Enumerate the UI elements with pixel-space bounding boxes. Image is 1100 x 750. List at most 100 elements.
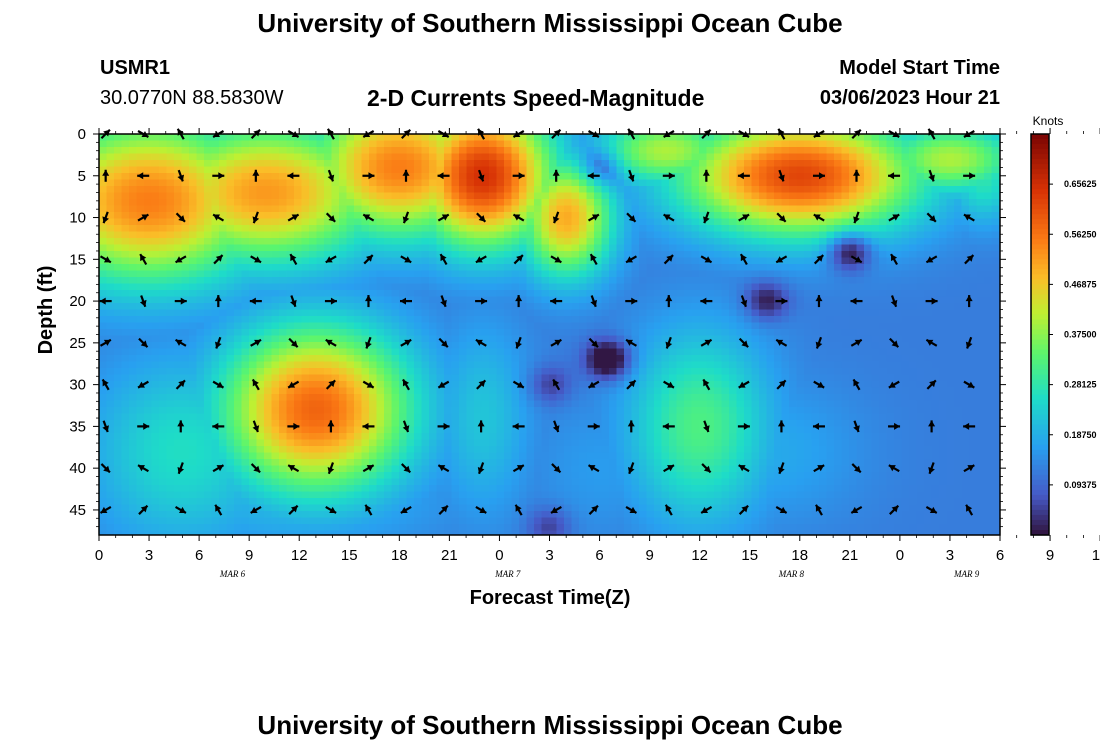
heat-cell (819, 153, 828, 161)
heat-cell (639, 329, 648, 337)
heat-cell (811, 244, 820, 252)
heat-cell (766, 394, 775, 402)
heat-cell (481, 316, 490, 324)
heat-cell (886, 283, 895, 291)
heat-cell (849, 329, 858, 337)
heat-cell (376, 238, 385, 246)
heat-cell (721, 329, 730, 337)
heat-cell (136, 231, 145, 239)
heat-cell (526, 342, 535, 350)
heat-cell (106, 394, 115, 402)
heat-cell (204, 361, 213, 369)
heat-cell (459, 231, 468, 239)
heat-cell (736, 270, 745, 278)
heat-cell (241, 251, 250, 259)
heat-cell (241, 283, 250, 291)
heat-cell (766, 290, 775, 298)
heat-cell (384, 147, 393, 155)
heat-cell (789, 303, 798, 311)
heat-cell (234, 134, 243, 142)
heat-cell (226, 387, 235, 395)
heat-cell (211, 394, 220, 402)
heat-cell (556, 134, 565, 142)
heat-cell (249, 264, 258, 272)
heat-cell (106, 192, 115, 200)
heat-cell (151, 277, 160, 285)
heat-cell (729, 231, 738, 239)
heat-cell (676, 394, 685, 402)
heat-cell (316, 173, 325, 181)
heat-cell (466, 335, 475, 343)
heat-cell (324, 361, 333, 369)
heat-cell (721, 147, 730, 155)
heat-cell (241, 316, 250, 324)
heat-cell (451, 199, 460, 207)
heat-cell (601, 153, 610, 161)
heat-cell (166, 231, 175, 239)
heat-cell (166, 225, 175, 233)
heat-cell (924, 251, 933, 259)
heat-cell (196, 140, 205, 148)
heat-cell (661, 160, 670, 168)
heat-cell (744, 283, 753, 291)
heat-cell (129, 277, 138, 285)
heat-cell (811, 296, 820, 304)
heat-cell (541, 361, 550, 369)
heat-cell (286, 160, 295, 168)
heat-cell (391, 303, 400, 311)
heat-cell (594, 244, 603, 252)
heat-cell (196, 348, 205, 356)
heat-cell (901, 134, 910, 142)
heat-cell (354, 290, 363, 298)
heat-cell (451, 140, 460, 148)
heat-cell (196, 212, 205, 220)
heat-cell (826, 199, 835, 207)
heat-cell (459, 238, 468, 246)
heat-cell (496, 335, 505, 343)
heat-cell (324, 192, 333, 200)
heat-cell (534, 381, 543, 389)
heat-cell (751, 257, 760, 265)
heat-cell (181, 368, 190, 376)
heat-cell (676, 355, 685, 363)
heat-cell (211, 309, 220, 317)
heat-cell (646, 309, 655, 317)
heat-cell (721, 238, 730, 246)
heat-cell (144, 192, 153, 200)
heat-cell (774, 342, 783, 350)
heat-cell (309, 166, 318, 174)
heat-cell (976, 283, 985, 291)
heat-cell (991, 192, 1000, 200)
heat-cell (526, 160, 535, 168)
heat-cell (564, 309, 573, 317)
heat-cell (181, 251, 190, 259)
heat-cell (136, 212, 145, 220)
heat-cell (856, 160, 865, 168)
heat-cell (871, 160, 880, 168)
heat-cell (474, 394, 483, 402)
heat-cell (129, 257, 138, 265)
heat-cell (241, 218, 250, 226)
heat-cell (939, 270, 948, 278)
heat-cell (346, 277, 355, 285)
heat-cell (519, 231, 528, 239)
heat-cell (556, 394, 565, 402)
heat-cell (316, 374, 325, 382)
heat-cell (774, 166, 783, 174)
heat-cell (121, 147, 130, 155)
heat-cell (241, 173, 250, 181)
heat-cell (481, 290, 490, 298)
heat-cell (609, 270, 618, 278)
heat-cell (931, 303, 940, 311)
heat-cell (939, 205, 948, 213)
heat-cell (181, 257, 190, 265)
heat-cell (766, 225, 775, 233)
heat-cell (849, 192, 858, 200)
heat-cell (856, 264, 865, 272)
heat-cell (114, 296, 123, 304)
heat-cell (511, 134, 520, 142)
heat-cell (571, 342, 580, 350)
heat-cell (916, 270, 925, 278)
heat-cell (331, 309, 340, 317)
heat-cell (489, 186, 498, 194)
